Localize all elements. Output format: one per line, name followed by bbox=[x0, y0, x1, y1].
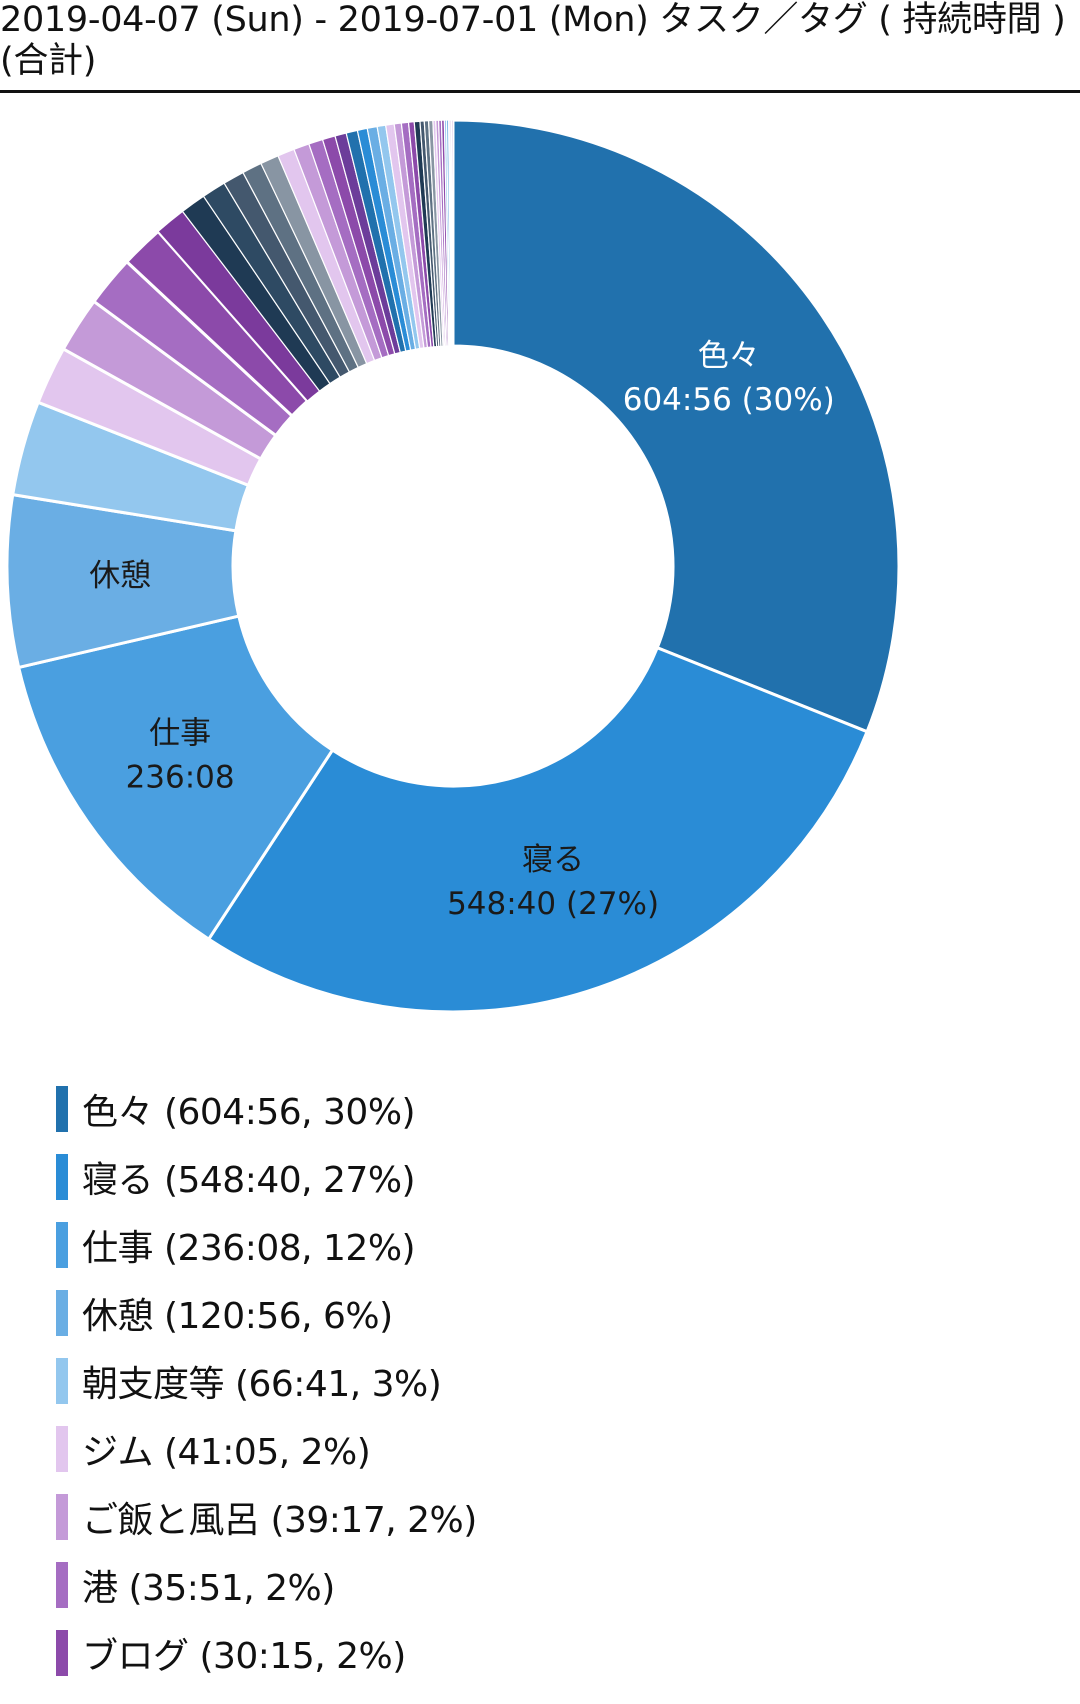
legend-label: ジム (41:05, 2%) bbox=[82, 1432, 371, 1473]
legend-label: ご飯と風呂 (39:17, 2%) bbox=[82, 1500, 477, 1541]
legend-item-7[interactable]: ご飯と風呂 (39:17, 2%) bbox=[56, 1483, 477, 1551]
legend-swatch bbox=[56, 1358, 68, 1404]
chart-title: 2019-04-07 (Sun) - 2019-07-01 (Mon) タスク／… bbox=[0, 0, 1066, 81]
legend-swatch bbox=[56, 1154, 68, 1200]
legend-swatch bbox=[56, 1086, 68, 1132]
legend-swatch bbox=[56, 1494, 68, 1540]
legend-label: 港 (35:51, 2%) bbox=[82, 1568, 335, 1609]
donut-slice-3[interactable] bbox=[16, 614, 335, 942]
legend-label: 仕事 (236:08, 12%) bbox=[82, 1228, 416, 1269]
legend-swatch bbox=[56, 1222, 68, 1268]
legend-label: 朝支度等 (66:41, 3%) bbox=[82, 1364, 442, 1405]
legend-item-1[interactable]: 色々 (604:56, 30%) bbox=[56, 1075, 477, 1143]
slice-label-3-line-1: 仕事 bbox=[149, 715, 211, 751]
slice-label-1-line-2: 604:56 (30%) bbox=[623, 382, 835, 418]
donut-chart: 色々 604:56 (30%) 寝る 548:40 (27%) 仕事 236:08 休憩 bbox=[5, 118, 901, 1014]
legend-item-3[interactable]: 仕事 (236:08, 12%) bbox=[56, 1211, 477, 1279]
legend-item-5[interactable]: 朝支度等 (66:41, 3%) bbox=[56, 1347, 477, 1415]
slice-label-4-line-1: 休憩 bbox=[89, 558, 151, 594]
legend-item-6[interactable]: ジム (41:05, 2%) bbox=[56, 1415, 477, 1483]
slice-label-2-line-2: 548:40 (27%) bbox=[447, 886, 659, 922]
donut-slice-1[interactable] bbox=[451, 118, 901, 734]
slice-label-1-line-1: 色々 bbox=[698, 338, 760, 374]
legend-swatch bbox=[56, 1290, 68, 1336]
legend-item-9[interactable]: ブログ (30:15, 2%) bbox=[56, 1619, 477, 1687]
legend-item-2[interactable]: 寝る (548:40, 27%) bbox=[56, 1143, 477, 1211]
legend-label: 休憩 (120:56, 6%) bbox=[82, 1296, 393, 1337]
donut-slice-minor-32[interactable] bbox=[450, 119, 454, 347]
slice-label-3-line-2: 236:08 bbox=[126, 759, 235, 795]
legend-swatch bbox=[56, 1562, 68, 1608]
title-divider bbox=[0, 90, 1080, 93]
chart-legend: 色々 (604:56, 30%) 寝る (548:40, 27%) 仕事 (236:… bbox=[56, 1075, 477, 1687]
legend-item-4[interactable]: 休憩 (120:56, 6%) bbox=[56, 1279, 477, 1347]
legend-label: 色々 (604:56, 30%) bbox=[82, 1092, 416, 1133]
legend-label: 寝る (548:40, 27%) bbox=[82, 1160, 416, 1201]
slice-label-2-line-1: 寝る bbox=[522, 842, 584, 878]
legend-swatch bbox=[56, 1426, 68, 1472]
legend-swatch bbox=[56, 1630, 68, 1676]
legend-item-8[interactable]: 港 (35:51, 2%) bbox=[56, 1551, 477, 1619]
donut-slice-2[interactable] bbox=[206, 645, 870, 1014]
legend-label: ブログ (30:15, 2%) bbox=[82, 1636, 406, 1677]
